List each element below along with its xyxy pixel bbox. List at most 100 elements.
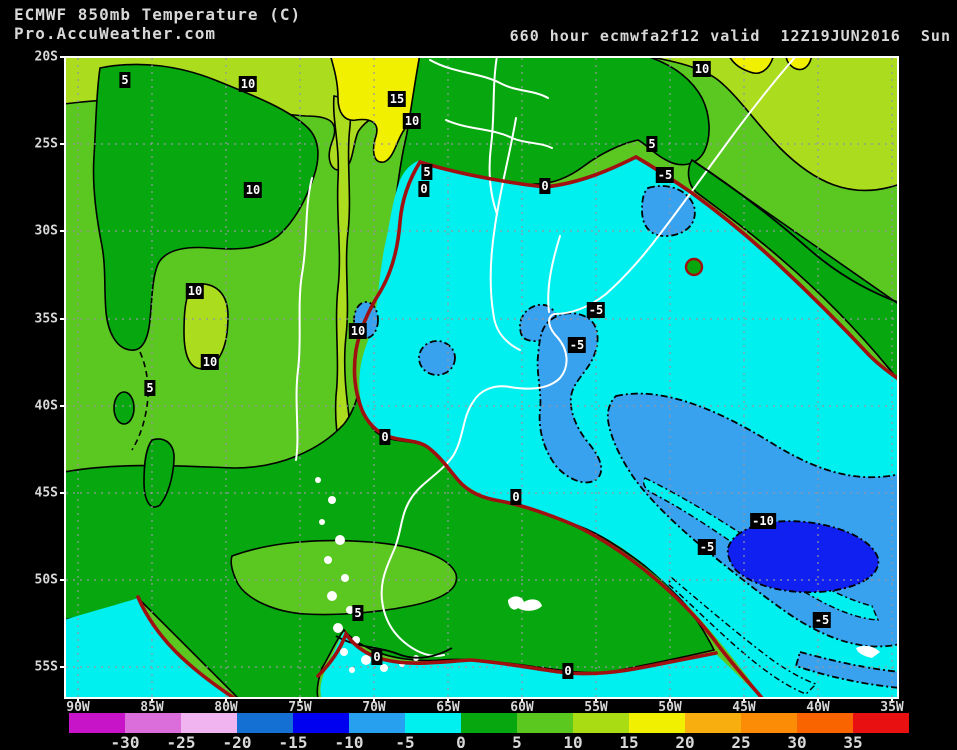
zero-degree-contours <box>136 154 897 697</box>
contour-5-east <box>691 159 897 303</box>
contour-label--5: -5 <box>586 302 606 318</box>
lon-label-65W: 65W <box>436 700 460 715</box>
lon-label-60W: 60W <box>510 700 534 715</box>
contour-label-0: 0 <box>510 489 522 505</box>
fill-skyblue-central <box>536 312 603 484</box>
contour-label-10: 10 <box>243 182 263 198</box>
lon-label-75W: 75W <box>288 700 312 715</box>
contour-label-5: 5 <box>352 605 364 621</box>
contour-label-10: 10 <box>348 323 368 339</box>
colorbar-segment--20..-15 <box>237 713 293 733</box>
lat-label-40S: 40S <box>34 398 58 414</box>
fill-green-east-tongue <box>687 158 897 380</box>
colorbar-segment-30..35 <box>797 713 853 733</box>
lon-label-40W: 40W <box>806 700 830 715</box>
map-frame <box>64 56 899 699</box>
contour-label-15: 15 <box>387 91 407 107</box>
fill-green-west-patch-2 <box>143 438 175 508</box>
lat-label-30S: 30S <box>34 223 58 239</box>
colorbar-segment-15..20 <box>629 713 685 733</box>
lat-label-35S: 35S <box>34 311 58 327</box>
lat-label-50S: 50S <box>34 572 58 588</box>
source-credit: Pro.AccuWeather.com <box>14 24 217 43</box>
colorbar-segment--15..-10 <box>293 713 349 733</box>
contour-label-10: 10 <box>402 113 422 129</box>
contour-label-10: 10 <box>185 283 205 299</box>
fill-yellow-top-patch-1 <box>729 58 774 74</box>
contour-label--10: -10 <box>750 513 776 529</box>
colorbar-segment--5..0 <box>405 713 461 733</box>
colorbar-tick-35: 35 <box>843 733 863 750</box>
colorbar-segment--10..-5 <box>349 713 405 733</box>
geography-lines <box>295 58 880 673</box>
colorbar-tick-15: 15 <box>619 733 639 750</box>
fill-skyblue-ne-patch <box>641 185 696 237</box>
colorbar-tick-20: 20 <box>675 733 695 750</box>
contour-label-0: 0 <box>379 429 391 445</box>
lat-label-45S: 45S <box>34 485 58 501</box>
contour-label-10: 10 <box>200 354 220 370</box>
lat-label-55S: 55S <box>34 659 58 675</box>
falkland-islands <box>508 596 542 611</box>
lat-label-20S: 20S <box>34 49 58 65</box>
lon-label-55W: 55W <box>584 700 608 715</box>
contour-0-sw-wedge <box>136 595 236 697</box>
uruguay-river <box>547 235 561 313</box>
colorbar-tick-25: 25 <box>731 733 751 750</box>
fill-cyan-streak-2 <box>667 576 818 695</box>
contour-label-0: 0 <box>418 181 430 197</box>
colorbar-tick-10: 10 <box>563 733 583 750</box>
contour-label-10: 10 <box>238 76 258 92</box>
lon-label-35W: 35W <box>880 700 904 715</box>
colorbar-segment--25..-20 <box>181 713 237 733</box>
fill-cyan-south-band <box>320 632 760 697</box>
colorbar-segment-0..5 <box>461 713 517 733</box>
colorbar-segment-5..10 <box>517 713 573 733</box>
contour-label-10: 10 <box>692 61 712 77</box>
border-line-1 <box>429 59 549 99</box>
fill-skyblue-bottom-streak <box>794 650 897 689</box>
contour-label--5: -5 <box>697 539 717 555</box>
south-georgia-island <box>856 645 880 658</box>
contour-label--5: -5 <box>655 167 675 183</box>
forecast-info: 660 hour ecmwfa2f12 valid 12Z19JUN2016 S… <box>509 27 951 45</box>
contour-label-5: 5 <box>421 164 433 180</box>
border-line-2 <box>445 119 553 149</box>
map-fills <box>66 58 897 697</box>
fill-blue-minus10-blob <box>726 520 880 594</box>
contour-label-5: 5 <box>646 136 658 152</box>
contour-label--5: -5 <box>812 612 832 628</box>
colorbar-tick--5: -5 <box>395 733 415 750</box>
contour-label--5: -5 <box>567 337 587 353</box>
lat-label-25S: 25S <box>34 136 58 152</box>
fill-cyan-sw-wedge <box>66 598 233 697</box>
fill-skyblue-patch-3 <box>418 340 456 376</box>
fill-green-topleft-blob <box>92 63 319 351</box>
contour-label-0: 0 <box>539 178 551 194</box>
fill-green-tiny-island <box>684 257 704 277</box>
fill-ylwgreen-northeast <box>652 58 897 192</box>
colorbar-segment--30..-25 <box>125 713 181 733</box>
colorbar-tick--25: -25 <box>166 733 196 750</box>
colorbar-tick--15: -15 <box>278 733 308 750</box>
colorbar-tick--10: -10 <box>334 733 364 750</box>
east-coastline <box>380 58 796 657</box>
colorbar-segment-25..30 <box>741 713 797 733</box>
axis-tick-marks <box>60 56 893 703</box>
contour-label-0: 0 <box>371 649 383 665</box>
page-title: ECMWF 850mb Temperature (C) <box>14 5 302 24</box>
colorbar-tick-5: 5 <box>512 733 522 750</box>
contour-0-tierra-del-fuego <box>316 630 718 678</box>
lon-label-80W: 80W <box>214 700 238 715</box>
lon-label-50W: 50W <box>658 700 682 715</box>
contour-label-0: 0 <box>562 663 574 679</box>
fill-green-west-patch-1 <box>113 391 135 425</box>
colorbar-segment-< -30 <box>69 713 125 733</box>
contour-label-5: 5 <box>144 380 156 396</box>
contour-label-5: 5 <box>119 72 131 88</box>
contour-5-west-dashed <box>131 351 149 451</box>
lon-label-45W: 45W <box>732 700 756 715</box>
contour-0-west-south <box>352 160 764 697</box>
